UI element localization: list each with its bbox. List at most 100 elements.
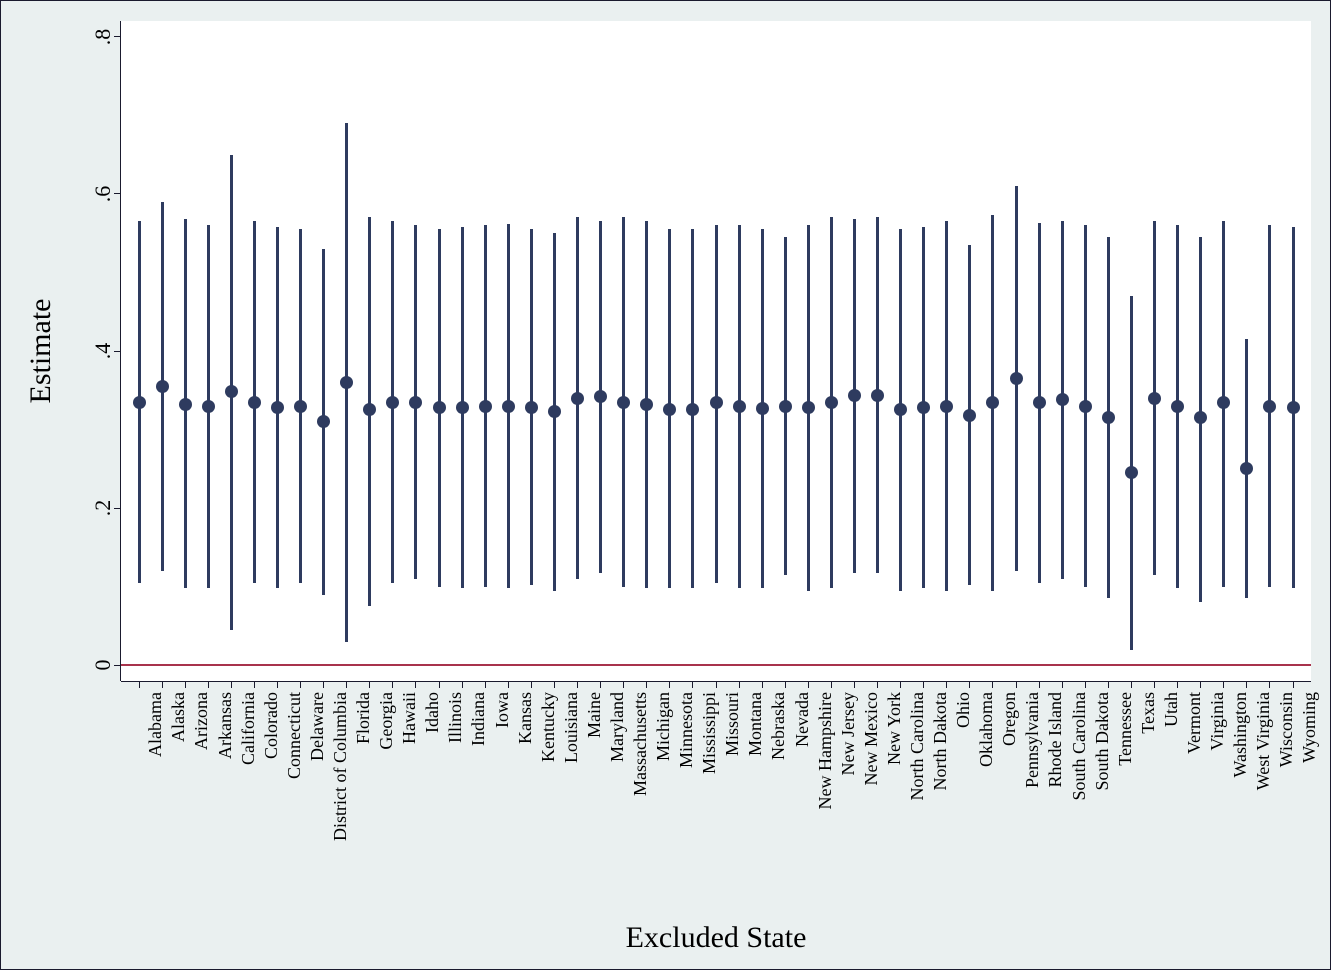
point-marker [1010, 372, 1023, 385]
point-marker [479, 400, 492, 413]
x-tick [462, 681, 463, 688]
x-tick-label: Georgia [376, 692, 397, 912]
x-tick [900, 681, 901, 688]
point-marker [779, 400, 792, 413]
x-tick-label: New Hampshire [815, 692, 836, 912]
x-tick-label: Massachusetts [630, 692, 651, 912]
x-tick [1108, 681, 1109, 688]
x-tick-label: Nebraska [768, 692, 789, 912]
x-tick-label: Kentucky [538, 692, 559, 912]
point-marker [248, 396, 261, 409]
point-marker [733, 400, 746, 413]
x-tick [739, 681, 740, 688]
x-tick-label: Wyoming [1299, 692, 1320, 912]
x-tick [554, 681, 555, 688]
x-tick [369, 681, 370, 688]
x-tick [485, 681, 486, 688]
x-tick-label: Utah [1161, 692, 1182, 912]
x-tick-label: Pennsylvania [1022, 692, 1043, 912]
x-tick [669, 681, 670, 688]
y-tick-label: 0 [90, 635, 114, 695]
x-tick [392, 681, 393, 688]
x-tick [623, 681, 624, 688]
x-tick-label: Oklahoma [976, 692, 997, 912]
x-tick-label: Texas [1138, 692, 1159, 912]
x-tick-label: Louisiana [561, 692, 582, 912]
x-tick [1131, 681, 1132, 688]
x-tick [1293, 681, 1294, 688]
x-tick-label: Michigan [653, 692, 674, 912]
x-tick-label: Arkansas [215, 692, 236, 912]
x-tick [162, 681, 163, 688]
x-tick-label: Mississippi [699, 692, 720, 912]
x-tick-label: New York [884, 692, 905, 912]
point-marker [202, 400, 215, 413]
x-tick [1246, 681, 1247, 688]
x-tick [923, 681, 924, 688]
x-tick [300, 681, 301, 688]
x-tick [946, 681, 947, 688]
point-marker [825, 396, 838, 409]
y-tick-label: .4 [90, 321, 114, 381]
x-tick [600, 681, 601, 688]
x-tick-label: Tennessee [1115, 692, 1136, 912]
x-tick-label: Alaska [168, 692, 189, 912]
point-marker [271, 401, 284, 414]
x-tick [1200, 681, 1201, 688]
x-tick [346, 681, 347, 688]
x-tick-label: Vermont [1184, 692, 1205, 912]
y-axis-title: Estimate [24, 251, 58, 451]
point-marker [525, 401, 538, 414]
x-tick [854, 681, 855, 688]
x-tick [716, 681, 717, 688]
point-marker [617, 396, 630, 409]
x-tick-label: Virginia [1207, 692, 1228, 912]
x-tick [185, 681, 186, 688]
x-tick [508, 681, 509, 688]
x-tick [439, 681, 440, 688]
x-tick [1177, 681, 1178, 688]
y-tick [114, 665, 121, 666]
x-tick-label: Rhode Island [1045, 692, 1066, 912]
x-tick [785, 681, 786, 688]
point-marker [156, 380, 169, 393]
point-marker [940, 400, 953, 413]
x-axis-title: Excluded State [121, 921, 1311, 955]
chart-frame: Estimate Excluded State 0.2.4.6.8Alabama… [0, 0, 1331, 970]
x-tick-label: Ohio [953, 692, 974, 912]
x-tick-label: New Mexico [861, 692, 882, 912]
x-tick [692, 681, 693, 688]
x-tick-label: West Virginia [1253, 692, 1274, 912]
x-tick [277, 681, 278, 688]
point-marker [756, 402, 769, 415]
point-marker [179, 398, 192, 411]
x-tick-label: Oregon [999, 692, 1020, 912]
x-tick-label: South Carolina [1069, 692, 1090, 912]
x-tick-label: Wisconsin [1276, 692, 1297, 912]
x-tick-label: North Carolina [907, 692, 928, 912]
x-tick [254, 681, 255, 688]
x-tick-label: Maryland [607, 692, 628, 912]
y-tick [114, 36, 121, 37]
point-marker [986, 396, 999, 409]
y-tick [114, 193, 121, 194]
x-tick [1062, 681, 1063, 688]
x-tick-label: District of Columbia [330, 692, 351, 912]
point-marker [1056, 393, 1069, 406]
x-tick [877, 681, 878, 688]
y-tick [114, 508, 121, 509]
point-marker [456, 401, 469, 414]
x-tick [808, 681, 809, 688]
x-tick [1154, 681, 1155, 688]
x-tick-label: Nevada [792, 692, 813, 912]
x-tick [992, 681, 993, 688]
point-marker [294, 400, 307, 413]
x-tick-label: South Dakota [1092, 692, 1113, 912]
x-tick-label: Minnesota [676, 692, 697, 912]
x-tick-label: New Jersey [838, 692, 859, 912]
x-tick [1085, 681, 1086, 688]
x-tick [646, 681, 647, 688]
x-tick-label: California [238, 692, 259, 912]
x-tick-label: Delaware [307, 692, 328, 912]
x-tick-label: Indiana [468, 692, 489, 912]
